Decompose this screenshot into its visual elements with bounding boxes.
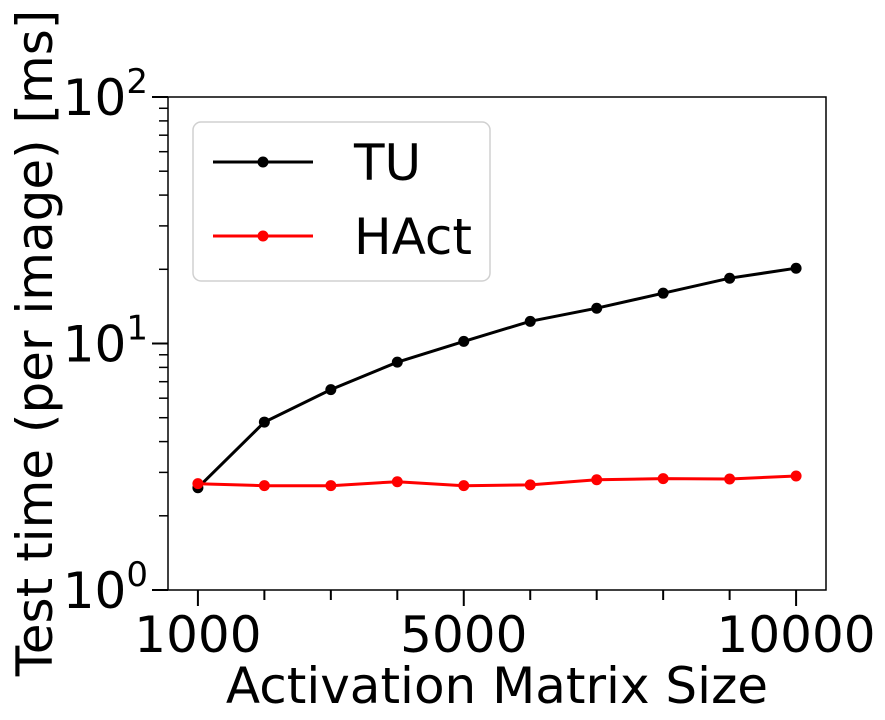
legend-label: TU <box>353 134 421 192</box>
data-point <box>724 272 736 284</box>
y-tick-label: 100 <box>63 555 148 620</box>
data-point <box>391 356 403 368</box>
y-axis-ticks: 100 101 102 <box>63 62 168 620</box>
data-point <box>790 262 802 274</box>
data-point <box>657 473 669 485</box>
data-point <box>458 335 470 347</box>
x-tick-label: 10000 <box>717 606 876 664</box>
x-tick-label: 1000 <box>134 606 261 664</box>
legend-marker <box>257 230 269 242</box>
series-layer <box>192 262 802 494</box>
x-axis-ticks: 1000 5000 10000 <box>134 590 876 664</box>
data-point <box>258 480 270 492</box>
data-point <box>790 470 802 482</box>
legend: TU HAct <box>192 121 491 282</box>
series-line <box>196 266 797 489</box>
y-tick-label: 101 <box>63 309 148 374</box>
series-line <box>197 474 797 488</box>
data-point <box>325 480 337 492</box>
data-point <box>391 476 403 488</box>
y-minor-ticks <box>159 107 168 517</box>
data-point <box>591 474 603 486</box>
x-axis-label: Activation Matrix Size <box>226 657 768 715</box>
data-point <box>458 480 470 492</box>
data-point <box>524 479 536 491</box>
data-point <box>192 478 204 490</box>
y-tick-label: 102 <box>63 62 148 127</box>
y-axis-label: Test time (per image) [ms] <box>6 10 64 678</box>
data-point <box>325 384 337 396</box>
data-point <box>524 315 536 327</box>
plot-frame <box>167 96 827 591</box>
data-point <box>724 473 736 485</box>
legend-marker <box>257 156 269 168</box>
series-hact <box>192 470 802 492</box>
data-point <box>657 287 669 299</box>
x-tick-label: 5000 <box>400 606 527 664</box>
data-point <box>591 302 603 314</box>
data-point <box>258 416 270 428</box>
legend-label: HAct <box>354 208 472 266</box>
